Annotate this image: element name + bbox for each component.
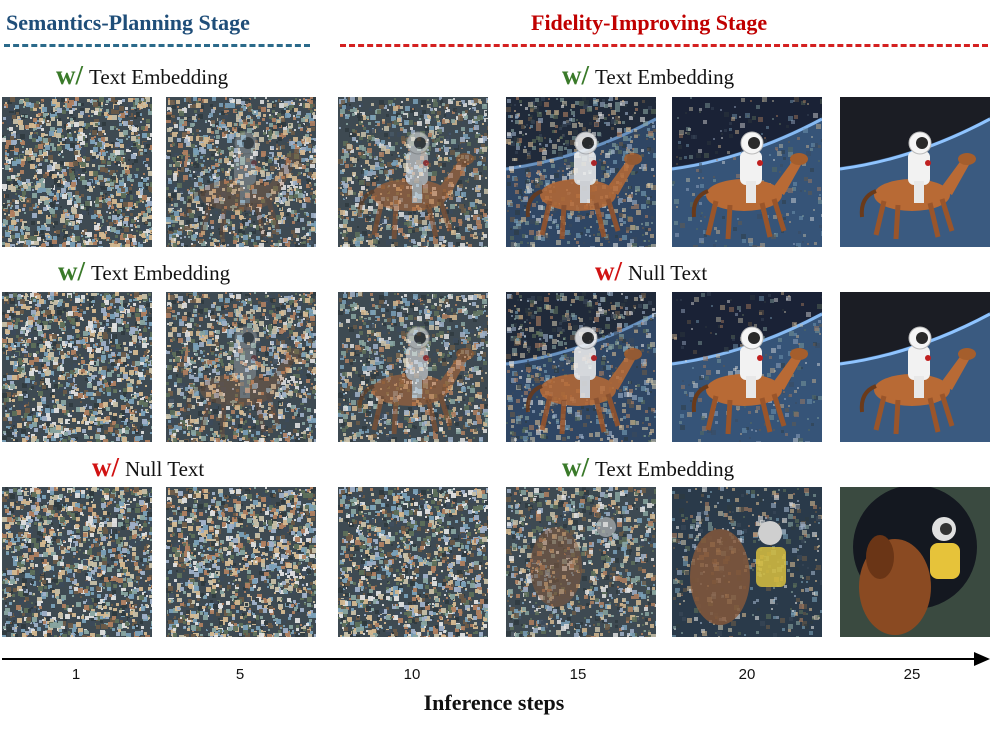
row-3-left-text: Null Text	[125, 457, 205, 481]
fidelity-stage-title: Fidelity-Improving Stage	[531, 10, 768, 35]
tick-label-10: 10	[403, 666, 421, 683]
sample-image-row2-step25	[840, 292, 990, 442]
row-1-right-text: Text Embedding	[595, 65, 735, 89]
row-2-left-text: Text Embedding	[91, 261, 231, 285]
row-2-right-label: w/Null Text	[595, 256, 707, 287]
tick-label-25: 25	[903, 666, 921, 683]
row-2-right-text: Null Text	[628, 261, 708, 285]
row-2-right-prefix: w/	[595, 256, 622, 286]
sample-image-row1-step20	[672, 97, 822, 247]
sample-image-row3-step25	[840, 487, 990, 637]
row-3-right-prefix: w/	[562, 452, 589, 482]
sample-image-row3-step20	[672, 487, 822, 637]
sample-image-row2-step1	[2, 292, 152, 442]
row-3-right-text: Text Embedding	[595, 457, 735, 481]
sample-image-row1-step25	[840, 97, 990, 247]
sample-image-row1-step15	[506, 97, 656, 247]
semantics-stage-title: Semantics-Planning Stage	[6, 10, 250, 35]
row-3-left-label: w/Null Text	[92, 452, 204, 483]
row-2-left-label: w/Text Embedding	[58, 256, 230, 287]
row-3-right-label: w/Text Embedding	[562, 452, 734, 483]
sample-image-row2-step5	[166, 292, 316, 442]
sample-image-row2-step20	[672, 292, 822, 442]
sample-image-row3-step1	[2, 487, 152, 637]
sample-image-row3-step5	[166, 487, 316, 637]
sample-image-row3-step10	[338, 487, 488, 637]
row-1-right-prefix: w/	[562, 60, 589, 90]
axis-title: Inference steps	[423, 690, 565, 715]
fidelity-stage-divider	[340, 44, 988, 47]
sample-image-row1-step1	[2, 97, 152, 247]
sample-image-row3-step15	[506, 487, 656, 637]
semantics-stage-divider	[4, 44, 310, 47]
sample-image-row1-step5	[166, 97, 316, 247]
inference-axis-line	[2, 658, 977, 660]
tick-label-5: 5	[235, 666, 245, 683]
sample-image-row1-step10	[338, 97, 488, 247]
tick-label-15: 15	[569, 666, 587, 683]
sample-image-row2-step15	[506, 292, 656, 442]
row-2-left-prefix: w/	[58, 256, 85, 286]
tick-label-1: 1	[71, 666, 81, 683]
row-1-left-text: Text Embedding	[89, 65, 229, 89]
tick-label-20: 20	[738, 666, 756, 683]
row-1-right-label: w/Text Embedding	[562, 60, 734, 91]
axis-arrow-icon	[974, 652, 990, 666]
sample-image-row2-step10	[338, 292, 488, 442]
row-3-left-prefix: w/	[92, 452, 119, 482]
row-1-left-prefix: w/	[56, 60, 83, 90]
row-1-left-label: w/Text Embedding	[56, 60, 228, 91]
